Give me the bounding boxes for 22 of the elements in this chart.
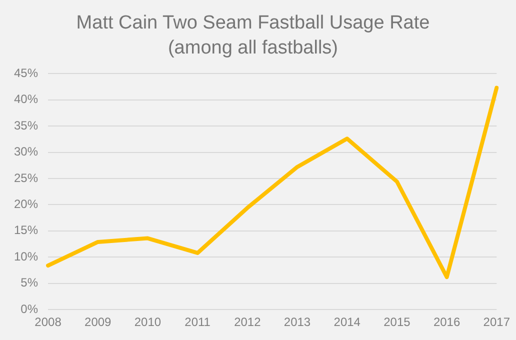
x-tick-label: 2016: [433, 315, 460, 330]
y-tick-label: 5%: [20, 276, 38, 290]
x-tick-label: 2011: [184, 315, 211, 330]
y-tick-label: 45%: [14, 66, 38, 80]
chart-title: Matt Cain Two Seam Fastball Usage Rate: [76, 12, 430, 34]
y-tick-label: 0%: [20, 302, 38, 316]
x-tick-label: 2010: [134, 315, 162, 330]
x-tick-label: 2009: [84, 315, 112, 330]
y-tick-label: 40%: [14, 92, 38, 106]
x-tick-label: 2012: [234, 315, 262, 330]
x-tick-label: 2015: [384, 315, 411, 330]
x-tick-label: 2008: [34, 315, 62, 330]
y-tick-label: 30%: [14, 144, 38, 159]
x-tick-label: 2013: [284, 315, 311, 330]
y-tick-label: 15%: [14, 223, 38, 238]
x-tick-label: 2017: [483, 315, 510, 330]
y-tick-label: 25%: [14, 170, 38, 185]
y-tick-label: 10%: [14, 249, 38, 264]
chart-subtitle: (among all fastballs): [168, 37, 338, 58]
y-tick-label: 20%: [14, 197, 38, 212]
y-tick-label: 35%: [14, 118, 38, 132]
x-tick-label: 2014: [334, 315, 361, 330]
